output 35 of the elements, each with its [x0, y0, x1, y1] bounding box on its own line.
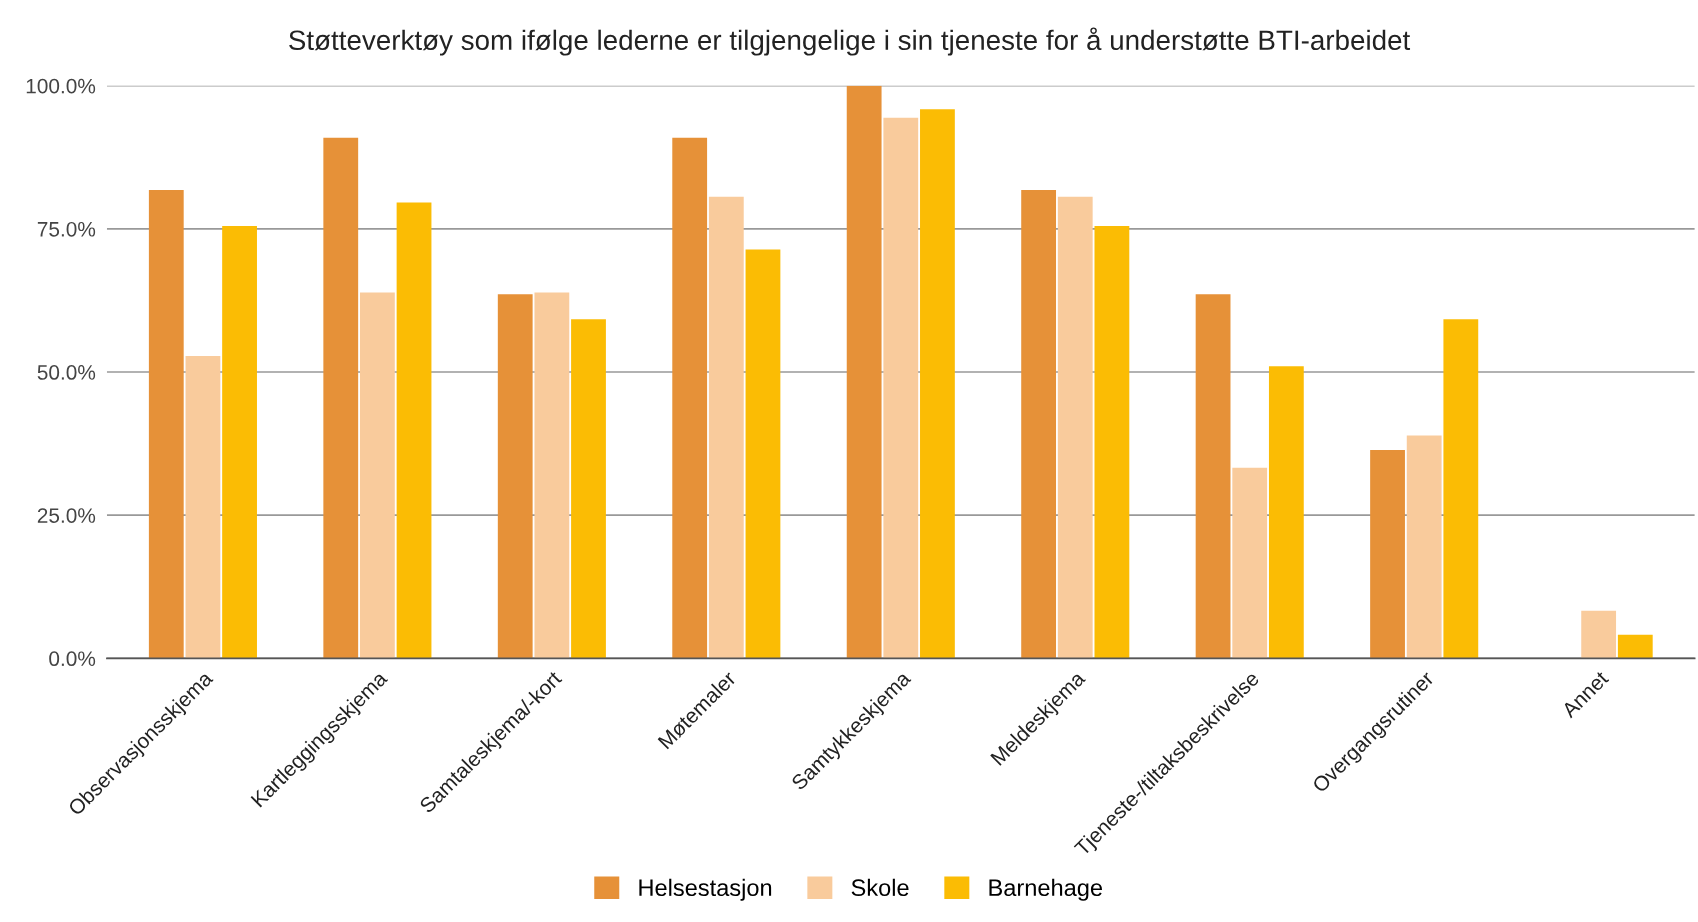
bar: [222, 226, 257, 659]
y-tick-label: 75.0%: [37, 221, 96, 237]
bar: [1406, 435, 1442, 659]
bar: [396, 202, 432, 659]
y-tick-label: 25.0%: [37, 508, 96, 523]
bar: [1617, 634, 1653, 659]
bar: [1094, 226, 1130, 659]
bar: [883, 117, 919, 659]
legend-label: Skole: [851, 878, 909, 897]
bar: [1581, 610, 1617, 659]
chart-title: Støtteverktøy som ifølge lederne er tilgjengelige i sin tjeneste for å understøtte BTI-arbeidet: [289, 27, 1411, 56]
bar: [571, 319, 606, 659]
bar: [846, 85, 882, 659]
bar: [1232, 467, 1268, 659]
bar: [1268, 366, 1304, 659]
bar: [708, 196, 744, 659]
bar: [534, 292, 570, 659]
bar: [1443, 319, 1479, 659]
bar: [745, 249, 781, 659]
y-tick-label: 100.0%: [26, 78, 96, 94]
legend-label: Helsestasjon: [639, 878, 772, 901]
y-tick-label: 0.0%: [49, 651, 96, 667]
bar: [359, 292, 395, 659]
bar: [497, 294, 533, 659]
bar: [185, 356, 221, 659]
bar: [1195, 294, 1231, 659]
bar: [672, 137, 708, 659]
bar: [148, 189, 184, 659]
bar: [1057, 196, 1093, 659]
y-tick-label: 50.0%: [37, 365, 96, 380]
bar: [920, 109, 955, 659]
legend-label: Barnehage: [989, 878, 1102, 901]
bar: [1370, 449, 1405, 659]
bar: [1021, 189, 1057, 659]
bar: [323, 137, 359, 659]
